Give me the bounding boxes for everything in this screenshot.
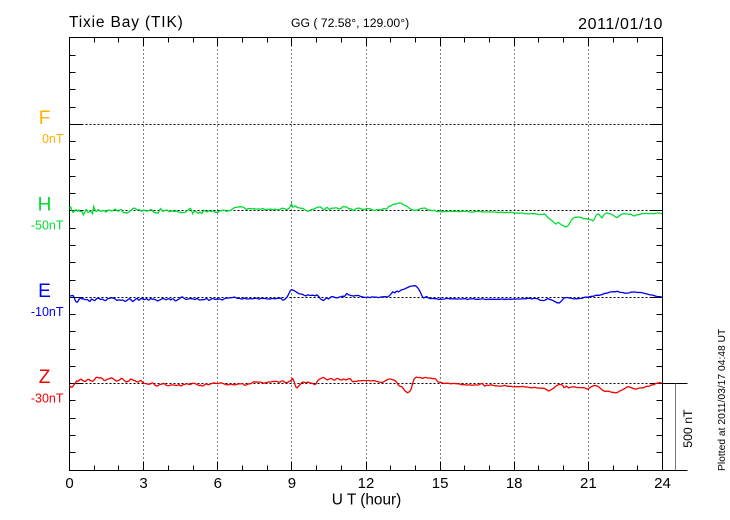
svg-text:-10nT: -10nT [31, 305, 64, 319]
svg-text:F: F [39, 108, 51, 129]
svg-text:3: 3 [139, 475, 147, 492]
svg-text:18: 18 [506, 475, 523, 492]
svg-text:-30nT: -30nT [31, 391, 64, 405]
svg-text:12: 12 [358, 475, 375, 492]
svg-text:9: 9 [288, 475, 296, 492]
svg-text:Tixie Bay (TIK): Tixie Bay (TIK) [69, 14, 184, 31]
svg-text:E: E [38, 281, 51, 302]
svg-text:Plotted at 2011/03/17 04:48 UT: Plotted at 2011/03/17 04:48 UT [717, 328, 728, 471]
svg-text:U T (hour): U T (hour) [332, 492, 402, 509]
svg-text:500 nT: 500 nT [681, 409, 695, 448]
svg-text:24: 24 [654, 475, 671, 492]
svg-text:15: 15 [432, 475, 449, 492]
svg-text:0nT: 0nT [42, 132, 64, 146]
svg-text:H: H [38, 195, 52, 216]
svg-text:0: 0 [65, 475, 73, 492]
svg-text:6: 6 [214, 475, 222, 492]
svg-text:Z: Z [39, 367, 51, 388]
svg-text:21: 21 [580, 475, 597, 492]
svg-text:2011/01/10: 2011/01/10 [578, 16, 663, 33]
svg-text:-50nT: -50nT [31, 219, 64, 233]
svg-text:GG ( 72.58°, 129.00°): GG ( 72.58°, 129.00°) [291, 16, 409, 30]
